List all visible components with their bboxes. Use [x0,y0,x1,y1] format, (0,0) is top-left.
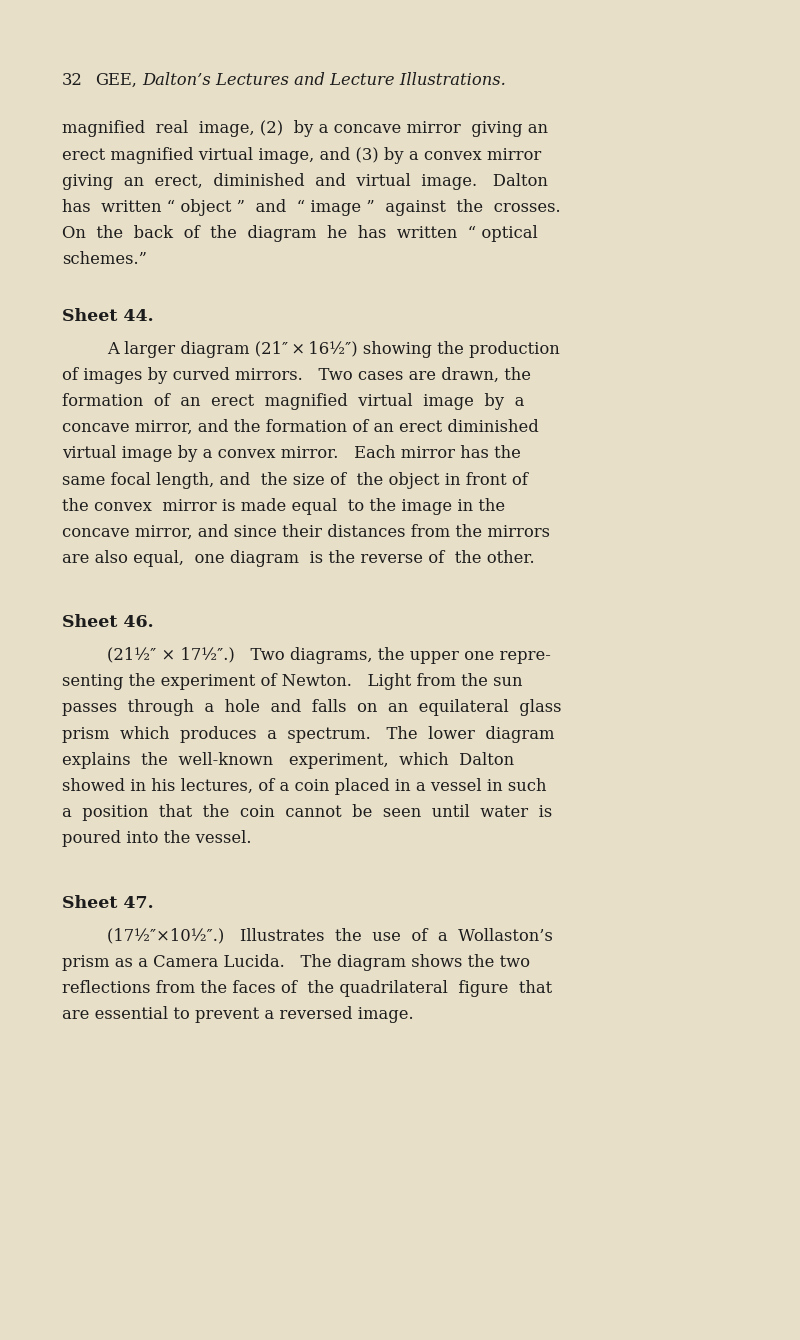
Text: erect magnified virtual image, and (3) by a convex mirror: erect magnified virtual image, and (3) b… [62,146,542,163]
Text: prism as a Camera Lucida.   The diagram shows the two: prism as a Camera Lucida. The diagram sh… [62,954,530,970]
Text: explains  the  well-known   experiment,  which  Dalton: explains the well-known experiment, whic… [62,752,514,769]
Text: has  written “ object ”  and  “ image ”  against  the  crosses.: has written “ object ” and “ image ” aga… [62,200,561,216]
Text: senting the experiment of Newton.   Light from the sun: senting the experiment of Newton. Light … [62,673,522,690]
Text: Dalton’s Lectures and Lecture Illustrations.: Dalton’s Lectures and Lecture Illustrati… [142,72,506,88]
Text: GEE,: GEE, [95,72,137,88]
Text: the convex  mirror is made equal  to the image in the: the convex mirror is made equal to the i… [62,497,505,515]
Text: schemes.”: schemes.” [62,252,147,268]
Text: reflections from the faces of  the quadrilateral  figure  that: reflections from the faces of the quadri… [62,980,552,997]
Text: giving  an  erect,  diminished  and  virtual  image.   Dalton: giving an erect, diminished and virtual … [62,173,548,190]
Text: Sheet 47.: Sheet 47. [62,895,154,911]
Text: are also equal,  one diagram  is the reverse of  the other.: are also equal, one diagram is the rever… [62,551,534,567]
Text: same focal length, and  the size of  the object in front of: same focal length, and the size of the o… [62,472,528,489]
Text: formation  of  an  erect  magnified  virtual  image  by  a: formation of an erect magnified virtual … [62,393,524,410]
Text: 32: 32 [62,72,83,88]
Text: showed in his lectures, of a coin placed in a vessel in such: showed in his lectures, of a coin placed… [62,779,546,795]
Text: Sheet 46.: Sheet 46. [62,614,154,631]
Text: (21½″ × 17½″.)   Two diagrams, the upper one repre-: (21½″ × 17½″.) Two diagrams, the upper o… [107,647,551,665]
Text: a  position  that  the  coin  cannot  be  seen  until  water  is: a position that the coin cannot be seen … [62,804,552,821]
Text: poured into the vessel.: poured into the vessel. [62,831,251,847]
Text: concave mirror, and the formation of an erect diminished: concave mirror, and the formation of an … [62,419,538,436]
Text: Sheet 44.: Sheet 44. [62,308,154,324]
Text: are essential to prevent a reversed image.: are essential to prevent a reversed imag… [62,1006,414,1022]
Text: virtual image by a convex mirror.   Each mirror has the: virtual image by a convex mirror. Each m… [62,445,521,462]
Text: of images by curved mirrors.   Two cases are drawn, the: of images by curved mirrors. Two cases a… [62,367,531,383]
Text: A larger diagram (21″ × 16½″) showing the production: A larger diagram (21″ × 16½″) showing th… [107,340,560,358]
Text: (17½″×10½″.)   Illustrates  the  use  of  a  Wollaston’s: (17½″×10½″.) Illustrates the use of a Wo… [107,927,553,945]
Text: concave mirror, and since their distances from the mirrors: concave mirror, and since their distance… [62,524,550,541]
Text: prism  which  produces  a  spectrum.   The  lower  diagram: prism which produces a spectrum. The low… [62,726,554,742]
Text: magnified  real  image, (2)  by a concave mirror  giving an: magnified real image, (2) by a concave m… [62,121,548,138]
Text: On  the  back  of  the  diagram  he  has  written  “ optical: On the back of the diagram he has writte… [62,225,538,243]
Text: passes  through  a  hole  and  falls  on  an  equilateral  glass: passes through a hole and falls on an eq… [62,699,562,717]
